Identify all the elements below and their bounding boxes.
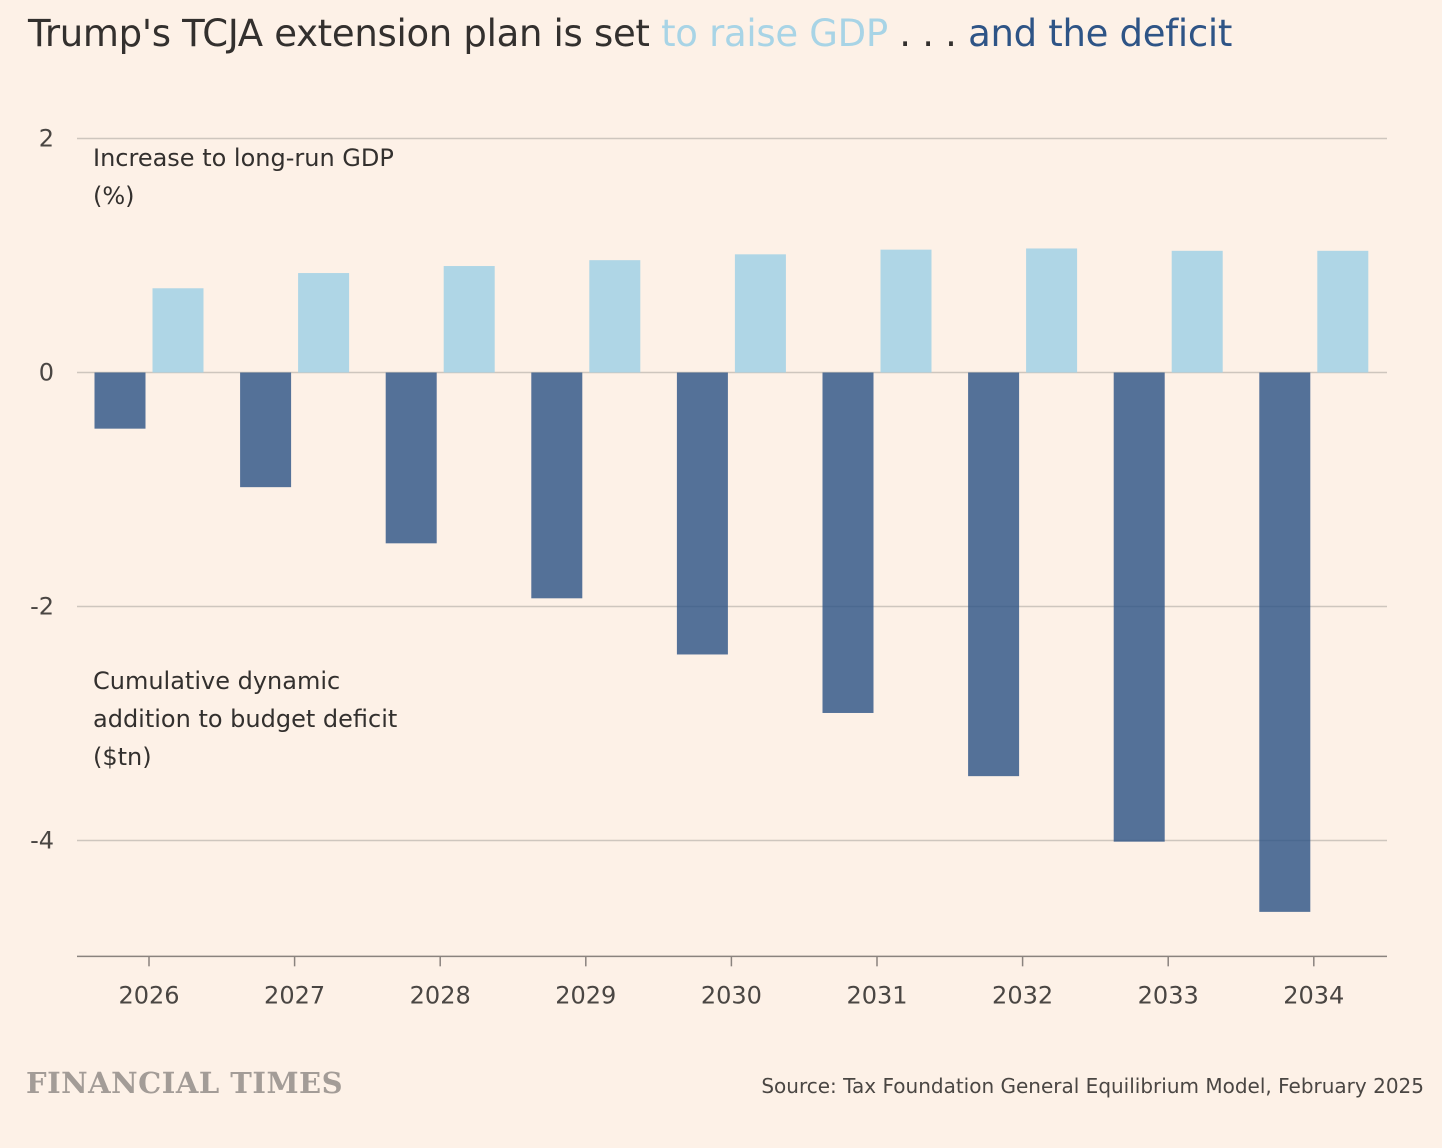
y-tick-label: -4	[30, 827, 54, 855]
gdp-annotation-line1: Increase to long-run GDP	[93, 144, 394, 172]
x-tick-label-2027: 2027	[264, 981, 325, 1009]
deficit-bar-2030	[676, 372, 728, 655]
deficit-bar-2031	[822, 372, 874, 713]
y-tick-label: -2	[30, 593, 54, 621]
deficit-bar-2028	[385, 372, 437, 544]
gdp-bar-2033	[1171, 250, 1223, 373]
deficit-annotation-line1: Cumulative dynamic	[93, 667, 340, 695]
x-tick-label-2028: 2028	[410, 981, 471, 1009]
deficit-bar-2026	[94, 372, 146, 429]
gdp-bar-2028	[443, 266, 495, 373]
deficit-bar-2033	[1113, 372, 1165, 842]
bars	[94, 248, 1369, 912]
x-tick-label-2032: 2032	[992, 981, 1053, 1009]
gdp-bar-2027	[298, 273, 350, 373]
x-tick-label-2031: 2031	[846, 981, 907, 1009]
deficit-bar-2032	[968, 372, 1020, 777]
gdp-bar-2029	[589, 260, 641, 373]
x-tick-label-2034: 2034	[1283, 981, 1344, 1009]
gdp-bar-2030	[734, 254, 786, 373]
title-dots: . . .	[887, 12, 969, 55]
gdp-bar-2031	[880, 249, 932, 373]
title-gdp-part: to raise GDP	[661, 12, 888, 55]
tick-labels: 2 0 -2 -4 2026 2027 2028 2029 2030 2031 2032 2033 20…	[30, 125, 1344, 1010]
gdp-bar-2032	[1026, 248, 1078, 373]
title-deficit-part: and the deficit	[968, 12, 1233, 55]
deficit-bar-2029	[531, 372, 583, 599]
gdp-bar-2034	[1317, 250, 1369, 373]
source-note: Source: Tax Foundation General Equilibri…	[761, 1074, 1424, 1098]
deficit-annotation-line3: ($tn)	[93, 743, 152, 771]
title-prefix: Trump's TCJA extension plan is set	[28, 12, 662, 55]
gdp-bar-2026	[152, 288, 204, 373]
deficit-annotation-line2: addition to budget deficit	[93, 705, 397, 733]
chart-title: Trump's TCJA extension plan is set to ra…	[28, 12, 1232, 55]
x-tick-label-2033: 2033	[1138, 981, 1199, 1009]
y-tick-label: 0	[39, 359, 54, 387]
x-tick-label-2029: 2029	[555, 981, 616, 1009]
gridlines	[77, 137, 1387, 842]
x-tick-label-2026: 2026	[118, 981, 179, 1009]
y-tick-label: 2	[39, 125, 54, 153]
x-axis	[77, 955, 1387, 967]
bar-chart: 2 0 -2 -4 2026 2027 2028 2029 2030 2031 2032 2033 20…	[30, 125, 1387, 1010]
deficit-bar-2027	[240, 372, 292, 488]
deficit-bar-2034	[1259, 372, 1311, 912]
ft-logo: FINANCIAL TIMES	[26, 1066, 344, 1100]
gdp-annotation-line2: (%)	[93, 182, 135, 210]
x-tick-label-2030: 2030	[701, 981, 762, 1009]
